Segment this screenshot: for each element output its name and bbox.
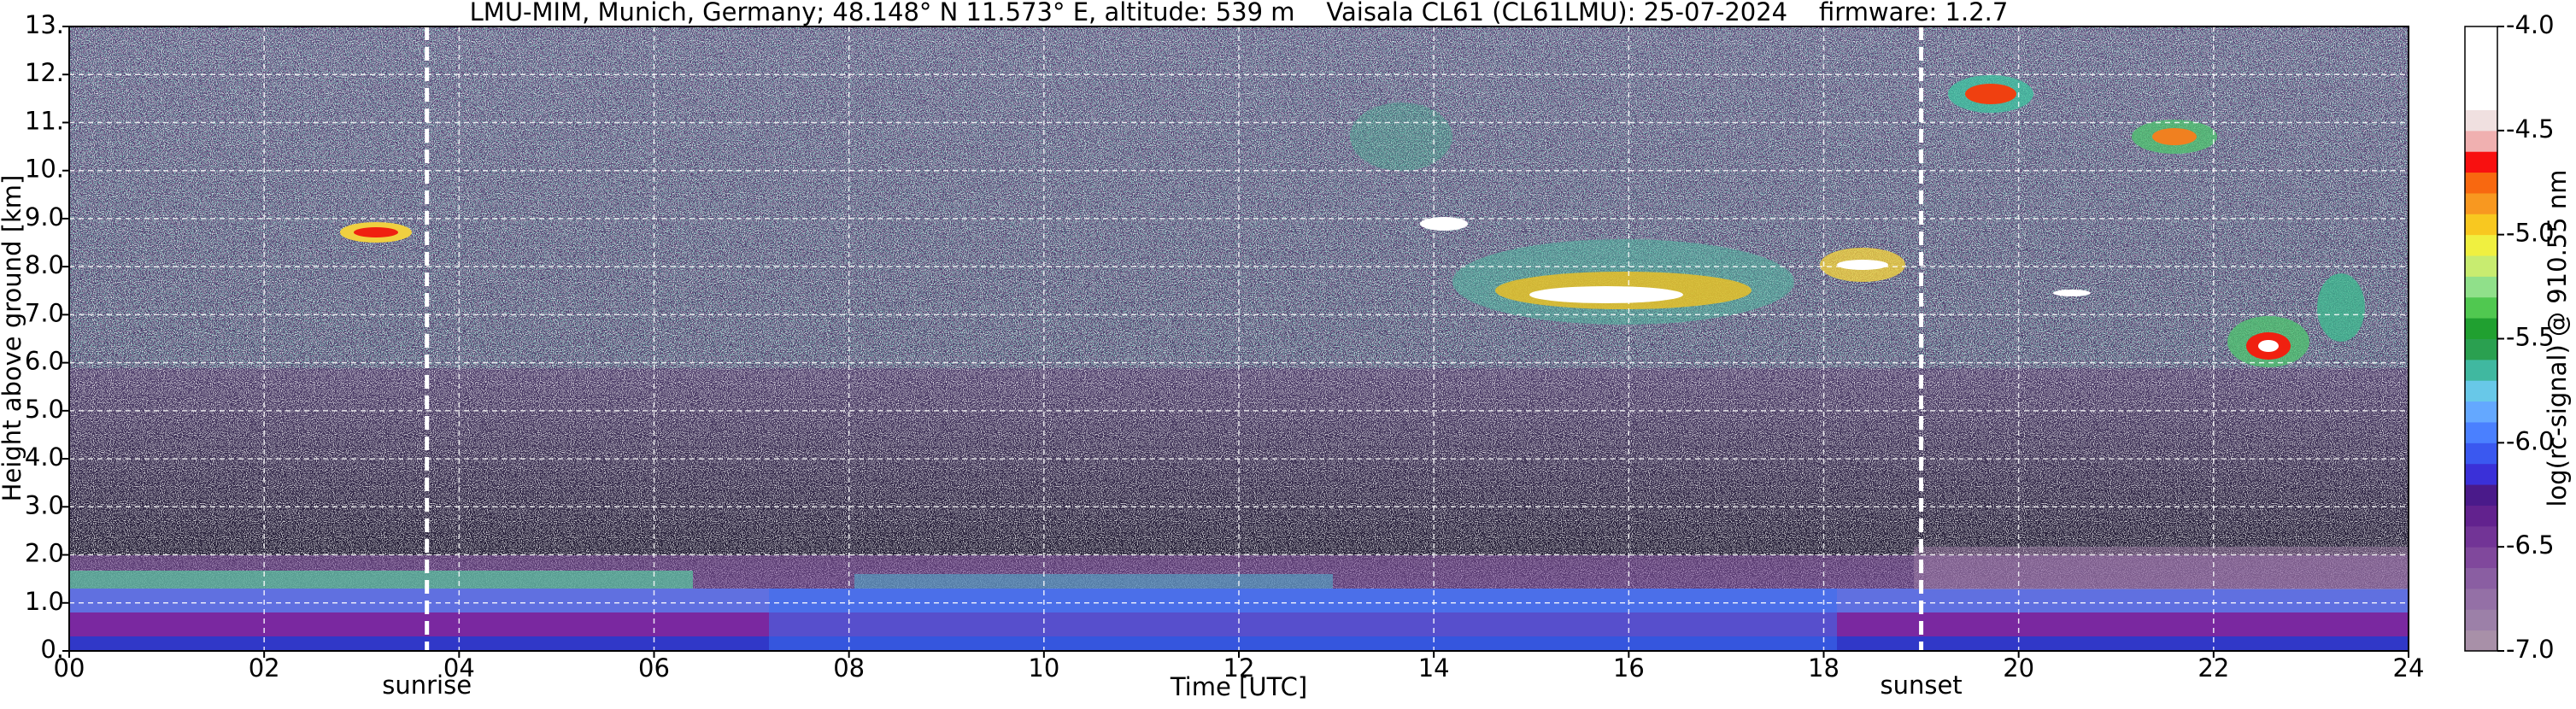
colorbar-segment (2465, 484, 2497, 506)
layer (769, 589, 1837, 651)
colorbar-segment (2465, 318, 2497, 339)
colorbar-segment (2465, 359, 2497, 381)
colorbar-label: log(rc-signal) @ 910.55 nm (2543, 169, 2572, 507)
colorbar-segment (2465, 505, 2497, 527)
cloud (1965, 84, 2016, 104)
y-tick-label: 8.0 (25, 250, 64, 279)
colorbar-tick-label: -6.5 (2506, 530, 2555, 560)
colorbar-tick-label: -5.5 (2506, 323, 2555, 352)
x-tick-label: 22 (2198, 653, 2229, 683)
colorbar-segment (2465, 547, 2497, 569)
colorbar-segment (2465, 567, 2497, 589)
colorbar-tick-label: -4.5 (2506, 114, 2555, 144)
colorbar-segment (2465, 463, 2497, 485)
x-tick-label: 00 (54, 653, 85, 683)
cloud (1837, 260, 1888, 270)
colorbar-segment (2465, 401, 2497, 423)
y-tick-label: 12. (25, 58, 64, 87)
annotation-label: sunset (1880, 671, 1962, 700)
colorbar-segment (2465, 609, 2497, 631)
x-tick-label: 16 (1613, 653, 1645, 683)
x-axis-label: Time [UTC] (1170, 672, 1307, 701)
colorbar-segment (2465, 47, 2497, 69)
colorbar-segment (2465, 588, 2497, 610)
colorbar-segment (2465, 26, 2497, 48)
plot-frame (68, 26, 2409, 652)
y-tick-label: 10. (25, 155, 64, 184)
x-tick-label: 04 (443, 653, 475, 683)
x-tick-label: 06 (638, 653, 670, 683)
colorbar-segment (2465, 296, 2497, 319)
colorbar-segment (2465, 151, 2497, 173)
y-tick-label: 1.0 (25, 587, 64, 616)
x-tick-label: 08 (833, 653, 865, 683)
colorbar-segment (2465, 214, 2497, 236)
x-tick-label: 24 (2393, 653, 2425, 683)
x-tick-label: 10 (1028, 653, 1059, 683)
cloud (1529, 286, 1683, 303)
colorbar-segment (2465, 109, 2497, 132)
colorbar-segment (2465, 130, 2497, 152)
cloud (2258, 340, 2279, 352)
colorbar-segment (2465, 442, 2497, 465)
x-tick-label: 18 (1808, 653, 1840, 683)
colorbar-segment (2465, 630, 2497, 652)
cloud (2053, 290, 2091, 296)
cloud (354, 227, 398, 237)
cloud (1350, 103, 1452, 171)
y-tick-label: 9.0 (25, 202, 64, 231)
x-tick-label: 12 (1223, 653, 1255, 683)
colorbar-tick-label: -5.0 (2506, 219, 2555, 248)
colorbar-segment (2465, 380, 2497, 402)
colorbar-segment (2465, 234, 2497, 256)
y-axis-label: Height above ground [km] (0, 175, 26, 502)
y-tick-label: 4.0 (25, 442, 64, 472)
y-tick-label: 5.0 (25, 395, 64, 424)
annotation-label: sunrise (382, 671, 472, 700)
y-tick-label: 13. (25, 10, 64, 39)
layer (1914, 547, 2409, 589)
cloud (2317, 273, 2365, 342)
x-tick-label: 20 (2003, 653, 2034, 683)
chart-title: LMU-MIM, Munich, Germany; 48.148° N 11.5… (470, 0, 2009, 26)
y-tick-label: 11. (25, 106, 64, 135)
colorbar-segment (2465, 67, 2497, 90)
colorbar-segment (2465, 525, 2497, 548)
axes: 00 02 04 06 08 10 12 14 16 18 20 22 24 0. 1.0 2.0 3.0 4.0… (25, 10, 2555, 700)
colorbar-segment (2465, 255, 2497, 277)
layer (69, 571, 693, 589)
colorbar-tick-label: -7.0 (2506, 635, 2555, 664)
cloud (2152, 128, 2197, 145)
colorbar-segment (2465, 192, 2497, 214)
colorbar-segment (2465, 338, 2497, 360)
colorbar-tick-label: -6.0 (2506, 426, 2555, 455)
clouds (340, 75, 2365, 367)
x-tick-label: 14 (1418, 653, 1450, 683)
y-tick-label: 6.0 (25, 347, 64, 376)
layer (854, 574, 1333, 589)
x-tick-label: 02 (249, 653, 280, 683)
colorbar-segment (2465, 421, 2497, 443)
colorbar-segment (2465, 172, 2497, 194)
colorbar-segment (2465, 89, 2497, 110)
y-tick-label: 3.0 (25, 490, 64, 519)
y-tick-label: 2.0 (25, 539, 64, 568)
cloud (1420, 217, 1468, 231)
colorbar-tick-label: -4.0 (2506, 10, 2555, 39)
y-tick-label: 0. (40, 635, 64, 664)
colorbar-segment (2465, 276, 2497, 298)
y-tick-label: 7.0 (25, 298, 64, 327)
